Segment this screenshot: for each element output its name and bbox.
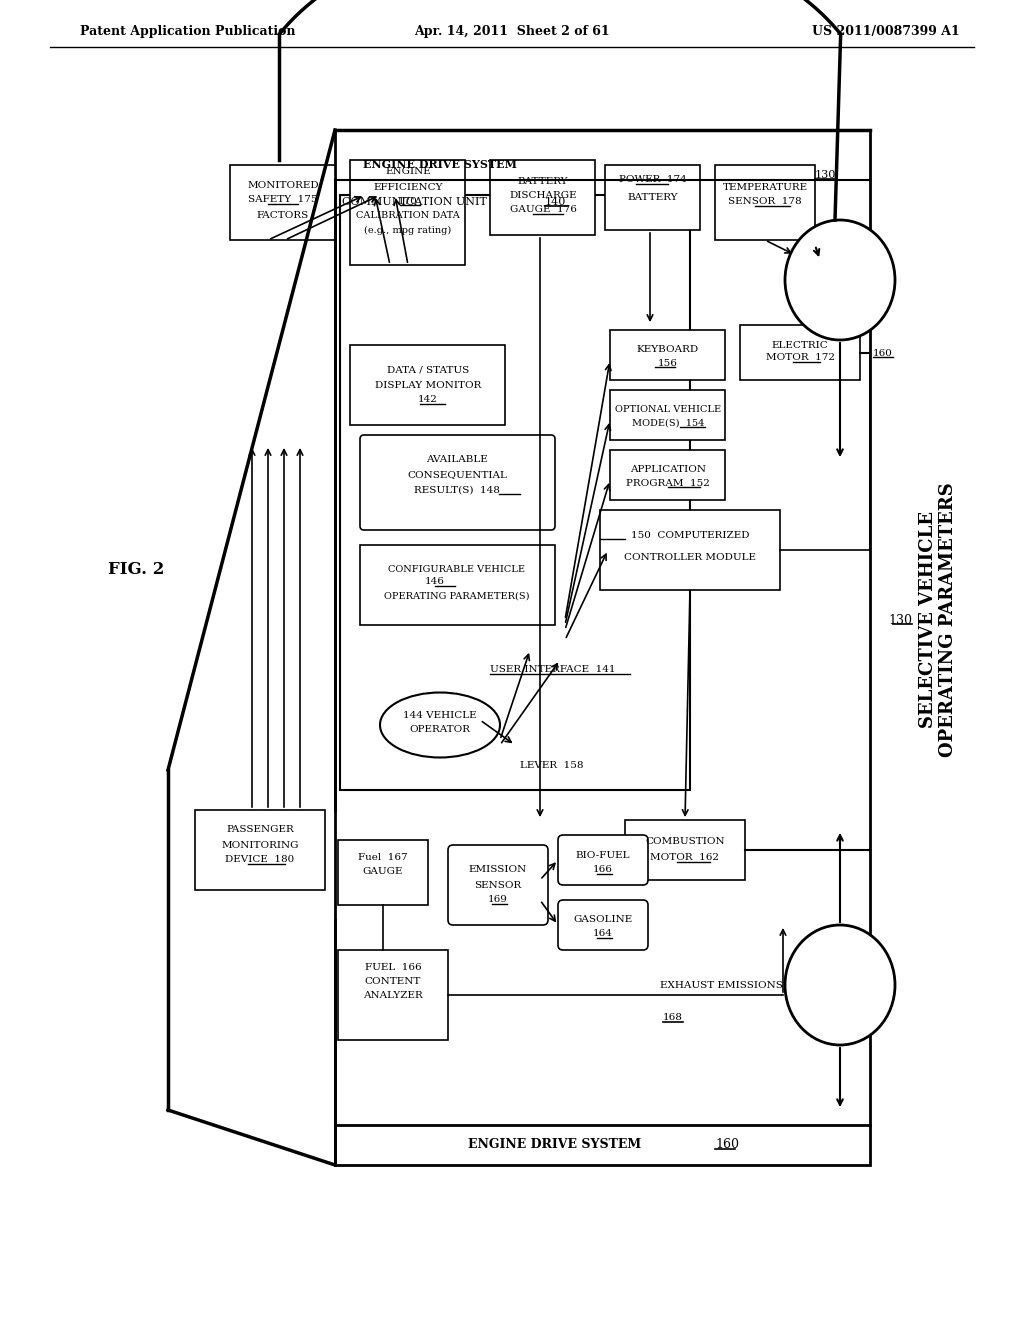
Bar <box>610 450 725 500</box>
Text: SENSOR: SENSOR <box>474 880 521 890</box>
Text: USER INTERFACE  141: USER INTERFACE 141 <box>490 665 615 675</box>
Text: 142: 142 <box>418 396 438 404</box>
Text: BIO-FUEL: BIO-FUEL <box>575 850 630 859</box>
Text: CONSEQUENTIAL: CONSEQUENTIAL <box>408 470 507 479</box>
Text: MONITORING: MONITORING <box>221 841 299 850</box>
Text: 168: 168 <box>663 1014 683 1023</box>
Text: ENGINE DRIVE SYSTEM: ENGINE DRIVE SYSTEM <box>362 160 517 170</box>
Bar <box>335 129 870 1166</box>
Text: FUEL  166: FUEL 166 <box>365 964 421 973</box>
Text: ELECTRIC: ELECTRIC <box>772 341 828 350</box>
Bar <box>340 195 690 789</box>
Text: SENSOR  178: SENSOR 178 <box>728 198 802 206</box>
Text: MOTOR  162: MOTOR 162 <box>650 854 720 862</box>
FancyBboxPatch shape <box>558 836 648 884</box>
Text: ENGINE DRIVE SYSTEM: ENGINE DRIVE SYSTEM <box>468 1138 642 1151</box>
Bar <box>610 389 725 440</box>
Text: FACTORS: FACTORS <box>257 210 309 219</box>
Text: 164: 164 <box>593 929 613 939</box>
Text: 144 VEHICLE: 144 VEHICLE <box>403 710 477 719</box>
Text: Patent Application Publication: Patent Application Publication <box>80 25 296 38</box>
Bar <box>338 840 428 906</box>
Text: APPLICATION: APPLICATION <box>630 466 706 474</box>
Text: AVAILABLE: AVAILABLE <box>426 455 487 465</box>
Bar <box>605 165 700 230</box>
Bar <box>360 545 555 624</box>
Text: 150  COMPUTERIZED: 150 COMPUTERIZED <box>631 531 750 540</box>
Text: 130: 130 <box>888 614 912 627</box>
Bar <box>715 165 815 240</box>
Text: COMMUNICATION UNIT: COMMUNICATION UNIT <box>342 197 486 207</box>
Bar <box>740 325 860 380</box>
Bar <box>195 810 325 890</box>
Text: 156: 156 <box>658 359 678 367</box>
Text: OPERATOR: OPERATOR <box>410 726 470 734</box>
Text: 140: 140 <box>545 197 566 207</box>
Text: EFFICIENCY: EFFICIENCY <box>374 182 442 191</box>
Text: MODE(S)  154: MODE(S) 154 <box>632 418 705 428</box>
Text: PASSENGER: PASSENGER <box>226 825 294 834</box>
Text: MOTOR  172: MOTOR 172 <box>766 354 835 363</box>
Text: 170: 170 <box>398 197 418 206</box>
Text: Apr. 14, 2011  Sheet 2 of 61: Apr. 14, 2011 Sheet 2 of 61 <box>414 25 610 38</box>
Text: DISPLAY MONITOR: DISPLAY MONITOR <box>375 380 481 389</box>
FancyBboxPatch shape <box>449 845 548 925</box>
Text: SAFETY  175: SAFETY 175 <box>248 195 317 205</box>
Text: DATA / STATUS: DATA / STATUS <box>387 366 469 375</box>
Bar <box>350 160 465 265</box>
Text: Fuel  167: Fuel 167 <box>358 854 408 862</box>
Text: SELECTIVE VEHICLE
OPERATING PARAMETERS: SELECTIVE VEHICLE OPERATING PARAMETERS <box>919 483 957 758</box>
Text: OPTIONAL VEHICLE: OPTIONAL VEHICLE <box>615 405 721 414</box>
Text: US 2011/0087399 A1: US 2011/0087399 A1 <box>812 25 961 38</box>
Text: CONFIGURABLE VEHICLE: CONFIGURABLE VEHICLE <box>388 565 525 574</box>
Text: ANALYZER: ANALYZER <box>364 991 423 1001</box>
Ellipse shape <box>380 693 500 758</box>
Text: 160: 160 <box>715 1138 739 1151</box>
Text: DEVICE  180: DEVICE 180 <box>225 855 295 865</box>
Bar <box>490 160 595 235</box>
Text: KEYBOARD: KEYBOARD <box>637 346 699 355</box>
Text: (e.g., mpg rating): (e.g., mpg rating) <box>365 226 452 235</box>
Bar <box>350 345 505 425</box>
Text: 169: 169 <box>488 895 508 904</box>
Bar <box>610 330 725 380</box>
Text: CONTENT: CONTENT <box>365 978 421 986</box>
Text: GASOLINE: GASOLINE <box>573 916 633 924</box>
Bar <box>625 820 745 880</box>
Text: 146: 146 <box>425 578 445 586</box>
Text: DISCHARGE: DISCHARGE <box>509 191 577 201</box>
Ellipse shape <box>785 220 895 341</box>
Text: ENGINE: ENGINE <box>385 168 431 177</box>
Text: 166: 166 <box>593 866 613 874</box>
Text: GAUGE: GAUGE <box>362 867 403 876</box>
FancyBboxPatch shape <box>558 900 648 950</box>
Text: BATTERY: BATTERY <box>518 177 568 186</box>
Ellipse shape <box>785 925 895 1045</box>
Text: PROGRAM  152: PROGRAM 152 <box>626 479 710 487</box>
Text: 130: 130 <box>815 170 837 180</box>
FancyBboxPatch shape <box>360 436 555 531</box>
Text: MONITORED: MONITORED <box>247 181 318 190</box>
Bar <box>230 165 335 240</box>
Text: CONTROLLER MODULE: CONTROLLER MODULE <box>624 553 756 562</box>
Text: OPERATING PARAMETER(S): OPERATING PARAMETER(S) <box>384 591 529 601</box>
Text: BATTERY: BATTERY <box>628 194 678 202</box>
Text: RESULT(S)  148: RESULT(S) 148 <box>414 486 500 495</box>
Text: POWER  174: POWER 174 <box>620 176 687 185</box>
Text: GAUGE  176: GAUGE 176 <box>510 206 577 214</box>
Text: EMISSION: EMISSION <box>469 866 527 874</box>
Text: CALIBRATION DATA: CALIBRATION DATA <box>356 211 460 220</box>
Text: FIG. 2: FIG. 2 <box>108 561 165 578</box>
Bar <box>338 950 449 1040</box>
Text: COMBUSTION: COMBUSTION <box>645 837 725 846</box>
Text: TEMPERATURE: TEMPERATURE <box>723 182 808 191</box>
Text: LEVER  158: LEVER 158 <box>520 760 584 770</box>
Bar <box>600 510 780 590</box>
Text: EXHAUST EMISSIONS: EXHAUST EMISSIONS <box>660 981 783 990</box>
Text: 160: 160 <box>873 348 893 358</box>
